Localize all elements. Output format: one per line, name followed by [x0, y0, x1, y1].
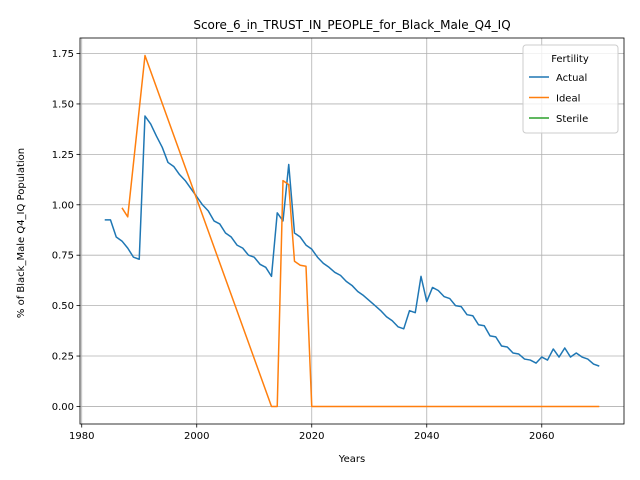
- axes-spines: [79, 37, 625, 425]
- series-line-actual: [104, 115, 600, 367]
- legend-entries: Actual Ideal Sterile: [529, 73, 588, 125]
- y-tick-label: 0.50: [52, 301, 74, 312]
- y-tick-label: 1.25: [52, 150, 74, 161]
- y-tick-label: 1.75: [52, 49, 74, 60]
- legend-label-ideal: Ideal: [556, 94, 580, 105]
- y-tick-label: 0.00: [52, 402, 74, 413]
- legend-title: Fertility: [551, 54, 589, 65]
- y-axis-label: % of Black_Male Q4_IQ Population: [16, 148, 27, 318]
- y-tick-label: 0.75: [52, 251, 74, 262]
- y-tick-label: 1.50: [52, 99, 74, 110]
- y-axis: 0.00 0.25 0.50 0.75 1.00 1.25 1.50 1.75: [52, 49, 80, 413]
- grid: [80, 38, 624, 424]
- x-tick-label: 2040: [414, 431, 439, 442]
- y-tick-label: 1.00: [52, 200, 74, 211]
- x-tick-label: 2060: [529, 431, 554, 442]
- x-axis: 1980 2000 2020 2040 2060: [69, 424, 554, 442]
- x-axis-label: Years: [338, 454, 365, 465]
- legend: Fertility Actual Ideal Sterile: [522, 44, 619, 134]
- legend-box: [522, 44, 619, 134]
- y-tick-label: 0.25: [52, 352, 74, 363]
- x-tick-label: 2020: [299, 431, 324, 442]
- x-tick-label: 1980: [69, 431, 94, 442]
- legend-label-actual: Actual: [556, 73, 587, 84]
- chart-title: Score_6_in_TRUST_IN_PEOPLE_for_Black_Mal…: [193, 18, 510, 32]
- series-layer: [104, 54, 600, 408]
- plot-frame: [79, 37, 625, 425]
- x-tick-label: 2000: [184, 431, 209, 442]
- legend-label-sterile: Sterile: [556, 114, 588, 125]
- series-line-ideal: [121, 54, 600, 408]
